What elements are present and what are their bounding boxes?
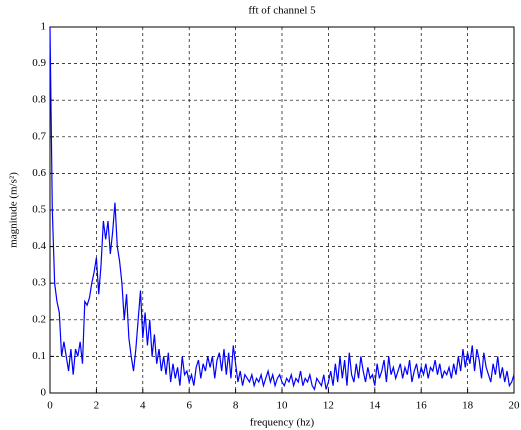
y-tick-label: 0.2	[32, 313, 46, 325]
y-tick-label: 0.1	[32, 350, 46, 362]
x-tick-label: 4	[140, 400, 146, 412]
x-tick-label: 10	[277, 400, 289, 412]
x-tick-label: 2	[94, 400, 100, 412]
x-tick-label: 18	[462, 400, 474, 412]
y-tick-label: 0.8	[32, 94, 46, 106]
x-tick-label: 6	[186, 400, 192, 412]
y-axis-label: magnitude (m/s²)	[8, 172, 20, 248]
x-tick-label: 12	[323, 400, 334, 412]
y-tick-label: 1	[41, 21, 47, 33]
y-tick-label: 0	[41, 387, 47, 399]
x-tick-label: 14	[369, 400, 381, 412]
y-tick-label: 0.5	[32, 204, 46, 216]
y-tick-label: 0.4	[32, 240, 46, 252]
y-tick-label: 0.3	[32, 277, 46, 289]
x-tick-label: 20	[509, 400, 521, 412]
plot-frame	[49, 26, 515, 394]
chart-title: fft of channel 5	[248, 5, 316, 17]
y-tick-label: 0.7	[32, 130, 46, 142]
x-tick-label: 8	[233, 400, 239, 412]
x-axis-label: frequency (hz)	[250, 417, 315, 429]
y-tick-label: 0.6	[32, 167, 46, 179]
y-tick-label: 0.9	[32, 57, 46, 69]
x-tick-label: 16	[416, 400, 428, 412]
data-line	[49, 26, 515, 391]
x-tick-label: 0	[47, 400, 53, 412]
